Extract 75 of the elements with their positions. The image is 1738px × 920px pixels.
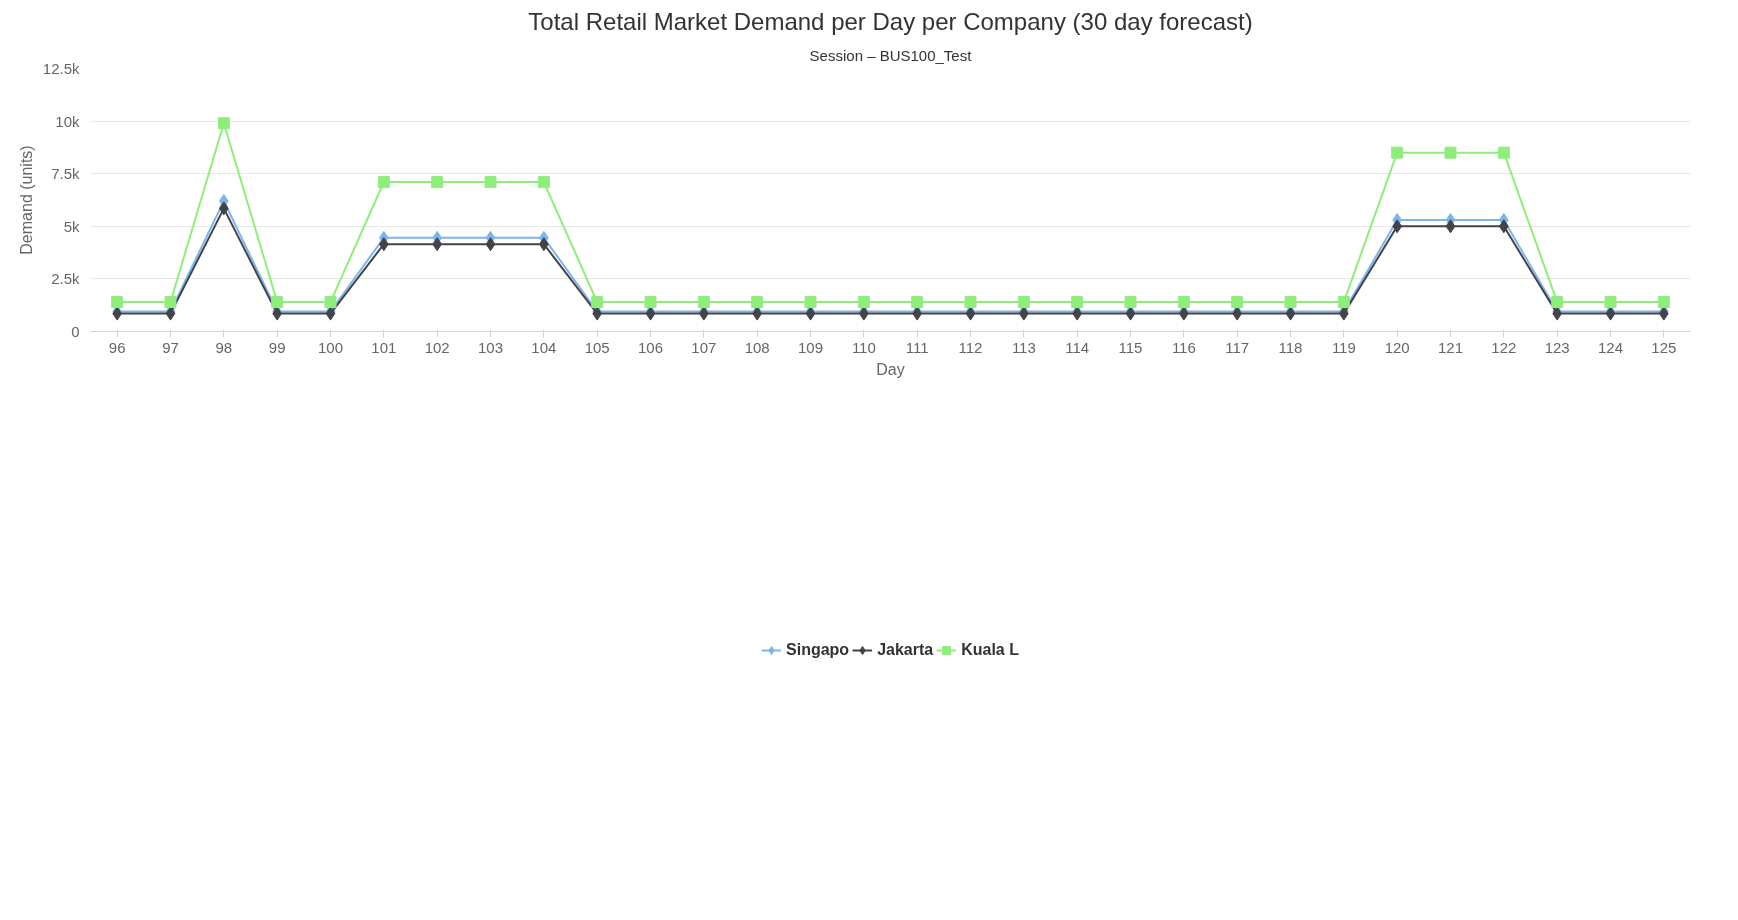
point	[911, 296, 924, 309]
y-tick-label: 5k	[63, 217, 80, 235]
point	[1604, 296, 1617, 309]
legend-label: Kuala L	[961, 641, 1019, 659]
y-tick-label: 12.5k	[42, 60, 80, 77]
point	[1551, 296, 1564, 309]
point	[377, 176, 390, 189]
point	[1177, 296, 1190, 309]
point	[111, 296, 124, 309]
point	[431, 176, 444, 189]
x-tick-label: 106	[637, 338, 664, 356]
y-axis-title: Demand (units)	[17, 145, 35, 255]
y-tick-label: 10k	[55, 112, 80, 130]
x-tick-label: 98	[215, 338, 233, 356]
point	[1124, 296, 1137, 309]
point	[804, 296, 817, 309]
point	[537, 176, 550, 189]
point	[591, 296, 604, 309]
x-tick-label: 101	[371, 338, 397, 356]
y-tick-label: 2.5k	[51, 270, 80, 288]
point	[697, 296, 710, 309]
x-tick-label: 117	[1225, 338, 1250, 356]
legend-label: Jakarta	[877, 641, 934, 659]
point	[1657, 296, 1670, 309]
chart-subtitle: Session – BUS100_Test	[809, 46, 973, 64]
point	[1391, 146, 1404, 159]
point	[217, 117, 230, 130]
x-tick-label: 122	[1491, 338, 1517, 356]
x-tick-label: 96	[108, 338, 126, 356]
x-tick-label: 97	[162, 338, 179, 356]
x-tick-label: 110	[851, 338, 876, 356]
y-tick-label: 0	[71, 323, 80, 340]
x-tick-label: 103	[477, 338, 504, 356]
point	[1284, 296, 1297, 309]
x-tick-label: 104	[531, 338, 557, 356]
point	[484, 176, 497, 189]
y-tick-label: 7.5k	[51, 165, 80, 183]
x-tick-label: 109	[797, 338, 824, 356]
point	[1337, 296, 1350, 309]
x-axis-title: Day	[876, 360, 905, 378]
x-tick-label: 123	[1544, 338, 1570, 356]
x-tick-label: 112	[958, 338, 983, 356]
x-tick-label: 119	[1331, 338, 1356, 356]
point	[964, 296, 977, 309]
point	[164, 296, 177, 309]
x-tick-label: 118	[1278, 338, 1303, 356]
x-tick-label: 111	[905, 338, 929, 356]
x-tick-label: 120	[1384, 338, 1410, 356]
point	[1497, 146, 1510, 159]
x-tick-label: 113	[1011, 338, 1036, 356]
x-tick-label: 107	[691, 338, 717, 356]
point	[1017, 296, 1030, 309]
point	[271, 296, 284, 309]
point	[1231, 296, 1244, 309]
point	[1071, 296, 1084, 309]
point	[751, 296, 764, 309]
x-tick-label: 121	[1437, 338, 1464, 356]
x-tick-label: 102	[424, 338, 450, 356]
x-tick-label: 116	[1171, 338, 1196, 356]
point	[324, 296, 337, 309]
x-tick-label: 108	[744, 338, 770, 356]
x-tick-label: 99	[268, 338, 286, 356]
chart-title: Total Retail Market Demand per Day per Company (30 day forecast)	[528, 7, 1253, 35]
x-tick-label: 105	[584, 338, 610, 356]
x-tick-label: 114	[1065, 338, 1090, 356]
x-tick-label: 115	[1118, 338, 1143, 356]
legend-label: Singapo	[786, 641, 850, 659]
point	[485, 237, 496, 252]
x-tick-label: 124	[1597, 338, 1624, 356]
point	[857, 296, 870, 309]
x-tick-label: 100	[317, 338, 344, 356]
point	[1445, 219, 1456, 234]
point	[1444, 146, 1457, 159]
point	[644, 296, 657, 309]
x-tick-label: 125	[1651, 338, 1677, 356]
